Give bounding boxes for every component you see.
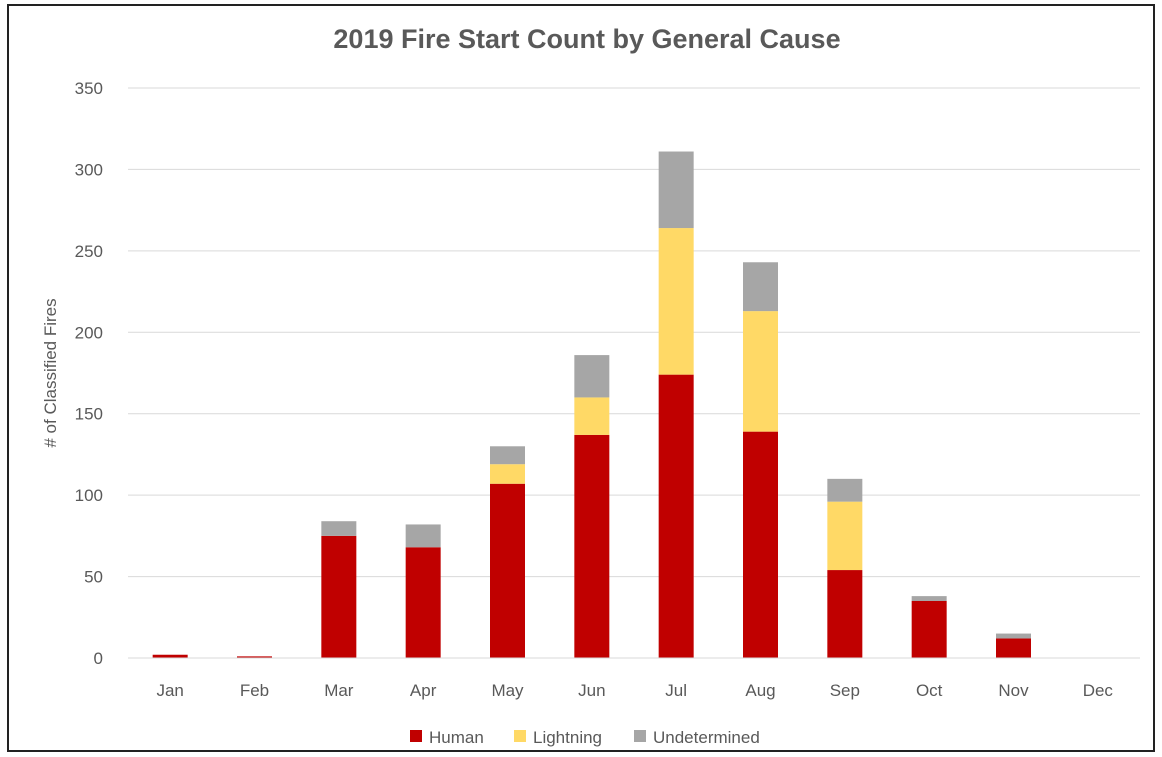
bar-undetermined-sep — [827, 478, 863, 502]
legend-swatch-undetermined — [634, 730, 646, 742]
bar-lightning-may — [490, 464, 525, 484]
y-tick-label: 0 — [94, 649, 103, 668]
y-axis-label: # of Classified Fires — [41, 298, 60, 447]
bar-human-jul — [658, 374, 694, 658]
bar-human-jan — [152, 654, 188, 658]
bar-lightning-sep — [827, 501, 863, 571]
x-tick-label: Oct — [916, 681, 943, 700]
bar-human-sep — [827, 570, 863, 658]
y-tick-label: 350 — [75, 79, 103, 98]
x-tick-label: Sep — [830, 681, 860, 700]
bar-undetermined-jun — [574, 355, 610, 398]
x-tick-label: Jun — [578, 681, 605, 700]
bar-undetermined-oct — [911, 596, 947, 601]
x-axis-ticks: Jan Feb Mar Apr May Jun Jul Aug Sep Oct Nov Dec — [156, 681, 1113, 700]
x-tick-label: Jan — [156, 681, 183, 700]
gridlines — [128, 87, 1140, 578]
bar-human-nov — [996, 638, 1031, 658]
y-tick-label: 250 — [75, 242, 103, 261]
bar-human-aug — [743, 431, 778, 658]
bar-human-oct — [911, 601, 947, 658]
y-tick-label: 150 — [75, 405, 103, 424]
y-axis-ticks: 0 50 100 150 200 250 300 350 — [75, 79, 103, 668]
bar-undetermined-may — [490, 446, 525, 465]
bar-undetermined-mar — [321, 521, 357, 536]
bar-lightning-jul — [658, 228, 694, 375]
y-tick-label: 200 — [75, 323, 103, 342]
bar-human-apr — [405, 547, 441, 658]
x-tick-label: Apr — [410, 681, 437, 700]
x-tick-label: May — [491, 681, 524, 700]
x-tick-label: Dec — [1083, 681, 1114, 700]
y-tick-label: 50 — [84, 568, 103, 587]
legend-label-human: Human — [429, 728, 484, 747]
chart-title: 2019 Fire Start Count by General Cause — [333, 24, 840, 54]
legend-swatch-lightning — [514, 730, 526, 742]
bar-human-mar — [321, 535, 357, 658]
legend-label-lightning: Lightning — [533, 728, 602, 747]
x-tick-label: Jul — [665, 681, 687, 700]
legend-swatch-human — [410, 730, 422, 742]
x-tick-label: Feb — [240, 681, 269, 700]
bar-undetermined-apr — [405, 524, 441, 548]
y-tick-label: 100 — [75, 486, 103, 505]
bar-human-jun — [574, 434, 610, 658]
legend: Human Lightning Undetermined — [410, 728, 760, 747]
x-tick-label: Nov — [998, 681, 1029, 700]
x-tick-label: Mar — [324, 681, 354, 700]
bar-undetermined-jul — [658, 151, 694, 229]
bar-lightning-aug — [743, 311, 778, 432]
x-tick-label: Aug — [745, 681, 775, 700]
bars — [152, 151, 1031, 658]
bar-undetermined-aug — [743, 262, 778, 312]
legend-label-undetermined: Undetermined — [653, 728, 760, 747]
bar-human-may — [490, 483, 525, 658]
bar-human-feb — [237, 656, 272, 658]
y-tick-label: 300 — [75, 160, 103, 179]
bar-undetermined-nov — [996, 633, 1031, 639]
bar-lightning-jun — [574, 397, 610, 435]
